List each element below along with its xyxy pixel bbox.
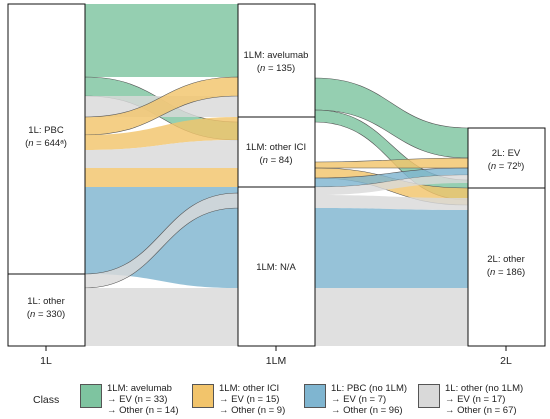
node-label-count: (n = 330) <box>27 309 65 320</box>
label-pbc_1l: 1L: PBC (n = 644ᵃ) <box>25 125 67 149</box>
legend-label: 1LM: other ICI <box>219 383 280 394</box>
flow-otherici-mid <box>85 168 238 187</box>
flow-pbc-to-other <box>315 208 468 288</box>
legend-swatch-pbc <box>304 384 326 408</box>
node-label-title: 1LM: avelumab <box>244 50 309 61</box>
label-ev_2l: 2L: EV (n = 72ᵇ) <box>488 148 525 172</box>
legend-label: 1L: PBC (no 1LM) <box>331 383 408 394</box>
legend-other-count: → Other (n = 14) <box>107 405 179 416</box>
node-label-title: 1L: PBC <box>28 125 64 136</box>
node-label-count: (n = 135) <box>257 63 295 74</box>
flow-pbc-to-otherici-b <box>85 117 238 150</box>
legend-swatch-avelumab <box>80 384 102 408</box>
flow-other-to-ev <box>315 175 468 195</box>
node-label-count: (n = 186) <box>487 267 525 278</box>
flow-pbc-to-avelumab-ev <box>85 4 238 77</box>
legend-label: 1L: other (no 1LM) <box>445 383 524 394</box>
flow-gray-to-other <box>315 195 468 210</box>
flow-other-to-other <box>315 288 468 346</box>
legend-swatch-other-ici <box>192 384 214 408</box>
sankey-diagram: 1L 1LM 2L 1L: PBC (n = 644ᵃ) 1L: other (n = 33… <box>7 3 546 367</box>
legend-other-count: → Other (n = 9) <box>219 405 286 416</box>
node-label-title: 1L: other <box>27 296 65 307</box>
legend-ev-count: → EV (n = 33) <box>107 394 168 405</box>
node-label-count: (n = 72ᵇ) <box>488 161 525 172</box>
node-label-title: 2L: EV <box>492 148 521 159</box>
flow-other-bottom <box>85 288 238 346</box>
sankey-labels: 1L 1LM 2L 1L: PBC (n = 644ᵃ) 1L: other (n = 33… <box>25 50 525 367</box>
legend-other-count: → Other (n = 67) <box>445 405 517 416</box>
node-2l-other <box>467 187 546 347</box>
legend-ev-count: → EV (n = 17) <box>445 394 506 405</box>
legend-swatch-other <box>418 384 440 408</box>
legend-other-count: → Other (n = 96) <box>331 405 403 416</box>
label-na_1lm: 1LM: N/A <box>256 262 296 273</box>
axis-label-col1: 1L <box>40 355 52 367</box>
label-other_1l: 1L: other (n = 330) <box>27 296 65 320</box>
legend-ev-count: → EV (n = 7) <box>331 394 387 405</box>
node-1lm-other-ici <box>237 116 316 188</box>
flow-gray-mid <box>85 140 238 168</box>
node-1lm-na <box>237 186 316 347</box>
node-label-title: 1LM: N/A <box>256 262 296 273</box>
sankey-nodes <box>7 3 546 347</box>
sankey-flow-bands <box>84 4 469 346</box>
legend-title: Class <box>33 394 60 406</box>
node-label-count: (n = 644ᵃ) <box>25 138 67 149</box>
axis-label-col3: 2L <box>500 355 512 367</box>
label-other_2l: 2L: other (n = 186) <box>487 254 525 278</box>
node-2l-ev <box>467 127 546 189</box>
legend-label: 1LM: avelumab <box>107 383 172 394</box>
legend-ev-count: → EV (n = 15) <box>219 394 280 405</box>
node-label-count: (n = 84) <box>259 155 292 166</box>
axis-label-col2: 1LM <box>266 355 286 367</box>
node-1l-other <box>7 273 86 347</box>
label-avelumab_1lm: 1LM: avelumab (n = 135) <box>244 50 309 74</box>
node-label-title: 2L: other <box>487 254 525 265</box>
node-1lm-avelumab <box>237 3 316 118</box>
legend: Class 1LM: avelumab → EV (n = 33) → Othe… <box>0 380 550 419</box>
node-label-title: 1LM: other ICI <box>246 142 306 153</box>
label-otherici_1lm: 1LM: other ICI (n = 84) <box>246 142 306 166</box>
axis-ticks <box>45 346 507 351</box>
